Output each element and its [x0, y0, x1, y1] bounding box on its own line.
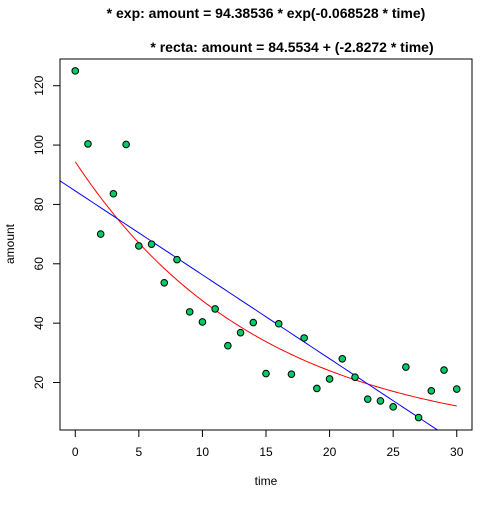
y-tick-label: 40 — [32, 316, 46, 330]
data-point — [338, 354, 347, 363]
data-point — [236, 328, 245, 337]
data-point — [160, 278, 169, 287]
data-point — [185, 308, 194, 316]
data-point — [300, 334, 308, 342]
y-tick-label: 120 — [32, 75, 46, 95]
data-point — [452, 385, 461, 393]
y-axis-label: amount — [3, 223, 17, 264]
data-point — [147, 240, 156, 249]
data-point — [313, 384, 321, 393]
x-tick-label: 0 — [72, 445, 79, 459]
x-tick-label: 30 — [450, 445, 464, 459]
axes: 0 5 10 15 20 25 30 20 40 60 80 100 120 — [32, 75, 464, 459]
chart-title-line-2: * recta: amount = 84.5534 + (-2.8272 * t… — [150, 39, 433, 55]
data-points — [71, 67, 461, 422]
data-point — [249, 318, 258, 327]
data-point — [173, 255, 181, 264]
data-point — [287, 370, 296, 379]
fit-line-recta — [60, 180, 439, 430]
x-tick-label: 5 — [135, 445, 142, 459]
x-tick-label: 10 — [196, 445, 210, 459]
x-tick-label: 15 — [259, 445, 273, 459]
data-point — [274, 319, 283, 328]
data-point — [109, 189, 118, 198]
y-tick-label: 100 — [32, 135, 46, 155]
data-point — [440, 366, 448, 374]
plot-frame — [59, 58, 473, 431]
data-point — [198, 318, 207, 326]
data-point — [84, 140, 92, 148]
data-point — [135, 242, 143, 250]
x-axis-label: time — [255, 474, 278, 488]
data-point — [414, 413, 423, 422]
data-point — [325, 375, 334, 383]
data-point — [122, 140, 130, 149]
y-tick-label: 20 — [32, 376, 46, 390]
data-point — [351, 373, 359, 381]
data-point — [96, 230, 105, 238]
data-point — [402, 363, 410, 371]
data-point — [363, 395, 372, 403]
y-tick-label: 80 — [32, 197, 46, 211]
chart-title-line-1: * exp: amount = 94.38536 * exp(-0.068528… — [107, 5, 426, 21]
x-tick-label: 20 — [323, 445, 337, 459]
y-tick-label: 60 — [32, 257, 46, 271]
data-point — [224, 341, 232, 350]
data-point — [211, 305, 219, 313]
data-point — [71, 67, 80, 75]
x-tick-label: 25 — [386, 445, 400, 459]
data-point — [389, 403, 397, 411]
data-point — [262, 369, 270, 378]
data-point — [376, 397, 385, 405]
data-point — [427, 387, 436, 395]
